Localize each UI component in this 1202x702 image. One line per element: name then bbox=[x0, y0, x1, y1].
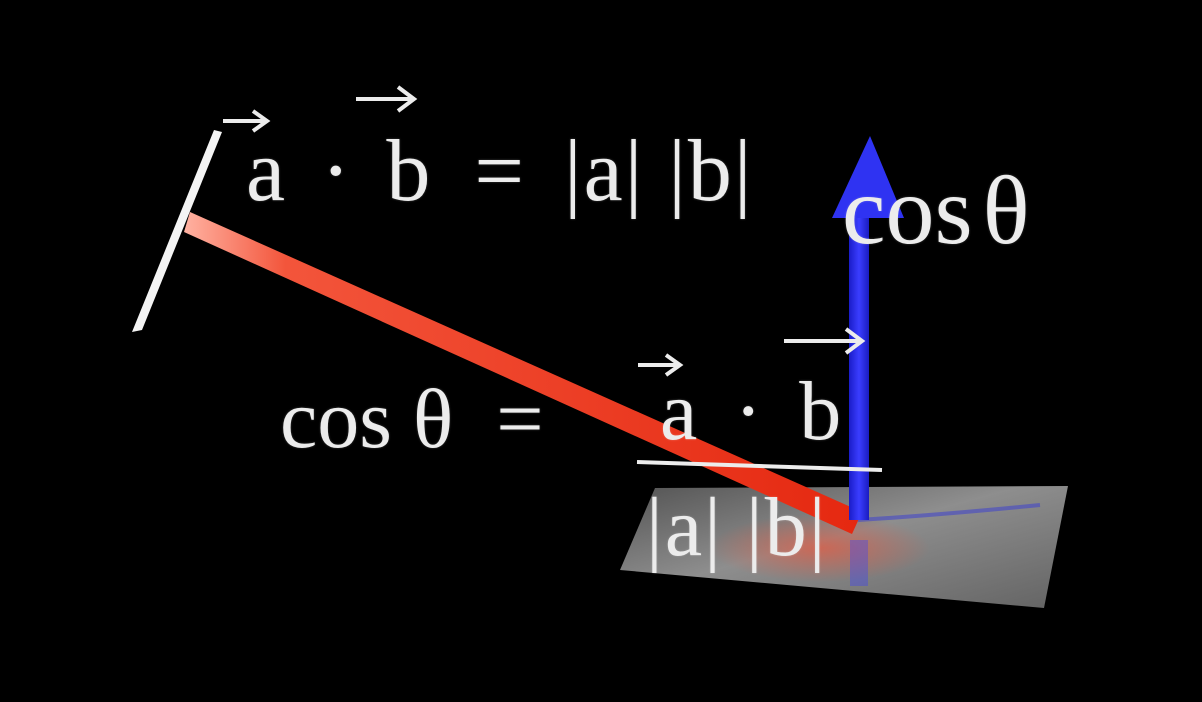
symbol-a: a bbox=[246, 123, 286, 220]
blue-vector-head bbox=[832, 136, 904, 218]
blue-vector-reflection bbox=[850, 540, 868, 586]
magnitudes-denominator: |a| |b| bbox=[646, 481, 828, 574]
symbol-b: b bbox=[386, 123, 431, 220]
vector-arrow-icon bbox=[356, 85, 418, 113]
cos-theta-lhs: cos θ bbox=[280, 373, 454, 466]
symbol-b-numerator: b bbox=[799, 365, 842, 458]
equals-sign-bottom: = bbox=[496, 373, 544, 466]
dot-operator: · bbox=[321, 123, 351, 220]
formula-top: a · b = |a| |b| bbox=[223, 85, 754, 216]
symbol-a-numerator: a bbox=[660, 365, 698, 458]
cos-label: cos bbox=[842, 157, 973, 265]
vector-arrow-icon bbox=[784, 327, 866, 355]
vector-arrow-icon bbox=[223, 109, 271, 133]
white-stick bbox=[132, 130, 222, 332]
equals-sign: = bbox=[474, 123, 525, 220]
blue-shadow bbox=[857, 503, 1041, 522]
theta-symbol: θ bbox=[982, 157, 1030, 265]
plane-glow bbox=[710, 514, 930, 582]
dot-operator-numerator: · bbox=[734, 365, 763, 458]
vector-a-top: a bbox=[223, 109, 285, 216]
fraction-denominator: |a| |b| bbox=[646, 486, 828, 570]
vector-a-numerator: a bbox=[638, 353, 697, 454]
fraction-numerator: a · b bbox=[638, 327, 866, 454]
formula-bottom-lhs: cos θ = bbox=[280, 378, 544, 462]
vector-arrow-icon bbox=[638, 353, 684, 377]
red-vector bbox=[184, 212, 862, 534]
fraction-bar bbox=[636, 460, 883, 472]
magnitudes-product: |a| |b| bbox=[564, 123, 754, 220]
blue-vector-shaft bbox=[849, 212, 869, 520]
cos-theta-top: cos θ bbox=[842, 162, 1030, 260]
vector-b-top: b bbox=[356, 85, 430, 216]
vector-b-numerator: b bbox=[784, 327, 866, 454]
